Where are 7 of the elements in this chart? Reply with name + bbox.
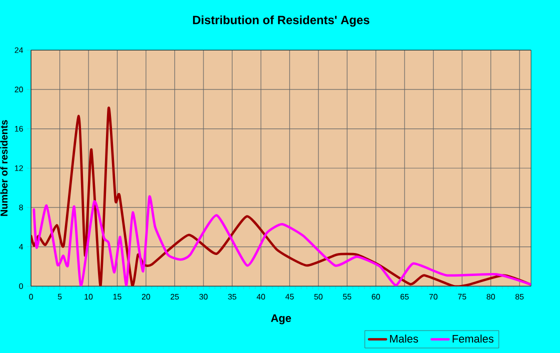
legend-label: Females [452,334,494,343]
x-axis-title: Age [270,314,292,324]
y-axis-title: Number of residents [0,120,8,216]
chart-title: Distribution of Residents' Ages [193,15,370,27]
line-series [32,195,532,286]
line-series [31,106,532,286]
legend-label: Males [390,334,418,343]
